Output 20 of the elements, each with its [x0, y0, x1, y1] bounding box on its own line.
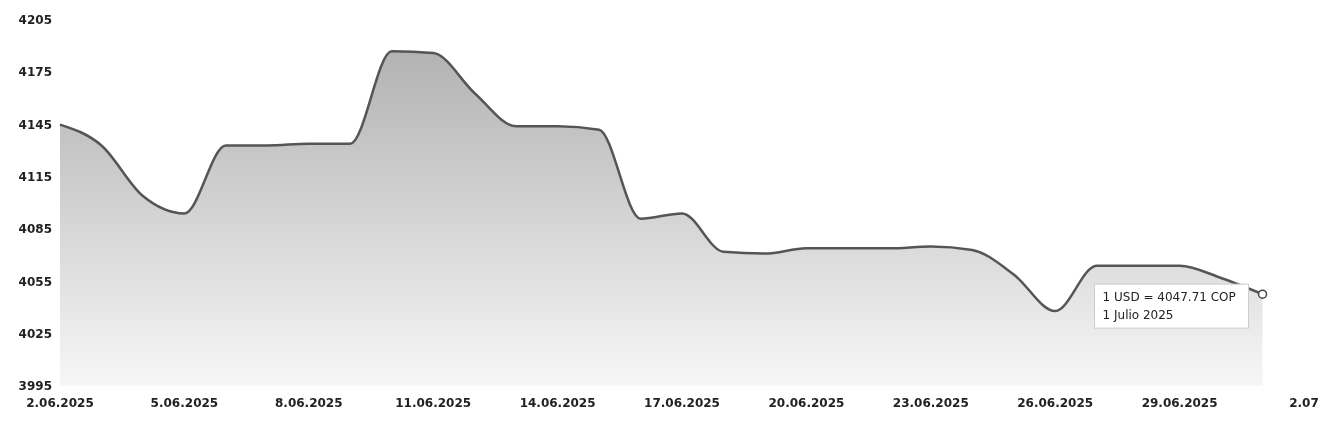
x-tick-label: 20.06.2025: [768, 396, 845, 410]
x-tick-label: 2.07: [1289, 396, 1319, 410]
x-tick-label: 14.06.2025: [519, 396, 596, 410]
y-tick-label: 4115: [18, 170, 52, 185]
y-tick-label: 4055: [18, 274, 52, 289]
x-tick-label: 8.06.2025: [275, 396, 343, 410]
y-tick-label: 4025: [18, 326, 52, 341]
x-tick-label: 11.06.2025: [395, 396, 472, 410]
y-tick-label: 4175: [18, 65, 52, 80]
y-tick-label: 3995: [18, 379, 52, 394]
x-tick-label: 29.06.2025: [1141, 396, 1218, 410]
y-tick-label: 4085: [18, 222, 52, 237]
x-tick-label: 2.06.2025: [26, 396, 94, 410]
annotation: 1 USD = 4047.71 COP 1 Julio 2025: [1102, 290, 1236, 323]
y-tick-label: 4145: [18, 117, 52, 132]
x-tick-label: 17.06.2025: [644, 396, 720, 410]
y-tick-label: 4205: [18, 13, 52, 28]
x-tick-label: 23.06.2025: [892, 396, 969, 410]
x-tick-label: 5.06.2025: [150, 396, 219, 410]
x-tick-label: 26.06.2025: [1017, 396, 1094, 410]
